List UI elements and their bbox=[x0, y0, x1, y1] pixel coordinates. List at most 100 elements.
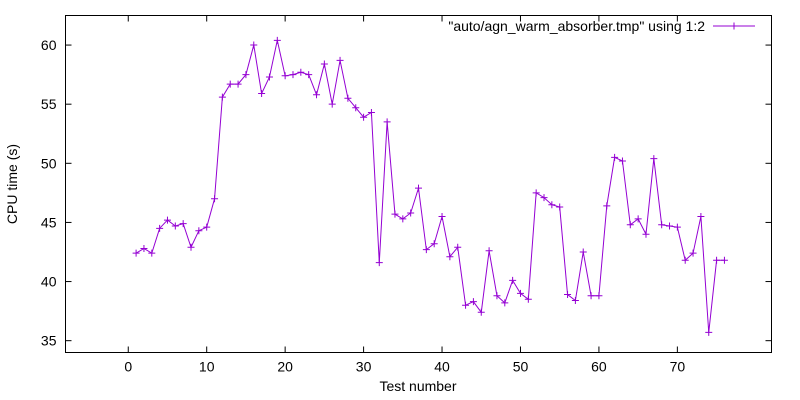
data-point-marker bbox=[673, 223, 681, 231]
data-point-marker bbox=[195, 227, 203, 235]
data-point-marker bbox=[399, 215, 407, 223]
data-point-marker bbox=[587, 292, 595, 300]
data-point-marker bbox=[156, 224, 164, 232]
data-point-marker bbox=[556, 203, 564, 211]
x-tick-label: 30 bbox=[356, 359, 372, 375]
data-point-marker bbox=[407, 209, 415, 217]
data-point-marker bbox=[446, 253, 454, 261]
data-point-marker bbox=[171, 222, 179, 230]
x-tick-label: 40 bbox=[434, 359, 450, 375]
data-point-marker bbox=[626, 221, 634, 229]
data-point-marker bbox=[603, 202, 611, 210]
data-point-marker bbox=[454, 243, 462, 251]
data-point-marker bbox=[258, 90, 266, 98]
y-tick-label: 45 bbox=[41, 214, 57, 230]
data-point-marker bbox=[273, 36, 281, 44]
data-point-marker bbox=[611, 153, 619, 161]
data-point-marker bbox=[211, 195, 219, 203]
data-point-marker bbox=[422, 246, 430, 254]
data-point-marker bbox=[618, 157, 626, 165]
y-tick-label: 50 bbox=[41, 155, 57, 171]
data-point-marker bbox=[469, 298, 477, 306]
data-point-marker bbox=[140, 244, 148, 252]
data-point-marker bbox=[328, 100, 336, 108]
data-point-marker bbox=[250, 41, 258, 49]
x-tick-label: 50 bbox=[513, 359, 529, 375]
data-point-marker bbox=[720, 256, 728, 264]
data-point-marker bbox=[540, 194, 548, 202]
y-tick-label: 55 bbox=[41, 96, 57, 112]
data-point-marker bbox=[493, 292, 501, 300]
data-point-marker bbox=[697, 213, 705, 221]
data-point-marker bbox=[666, 222, 674, 230]
data-point-marker bbox=[265, 73, 273, 81]
data-point-marker bbox=[564, 291, 572, 299]
data-point-marker bbox=[532, 189, 540, 197]
data-point-marker bbox=[713, 256, 721, 264]
legend: "auto/agn_warm_absorber.tmp" using 1:2 bbox=[448, 18, 755, 34]
data-point-marker bbox=[320, 60, 328, 68]
data-point-marker bbox=[485, 247, 493, 255]
data-point-marker bbox=[391, 210, 399, 218]
data-point-marker bbox=[360, 113, 368, 121]
data-point-marker bbox=[148, 249, 156, 257]
data-point-marker bbox=[430, 240, 438, 248]
data-point-marker bbox=[305, 71, 313, 79]
x-tick-label: 70 bbox=[670, 359, 686, 375]
data-point-marker bbox=[689, 249, 697, 257]
x-axis-ticks: 0 10 20 30 40 50 60 70 bbox=[124, 15, 686, 375]
legend-marker-sample bbox=[730, 22, 738, 30]
x-tick-label: 0 bbox=[124, 359, 132, 375]
data-point-marker bbox=[634, 215, 642, 223]
data-point-marker bbox=[462, 301, 470, 309]
data-point-marker bbox=[501, 299, 509, 307]
x-tick-label: 20 bbox=[277, 359, 293, 375]
x-tick-label: 60 bbox=[591, 359, 607, 375]
data-point-marker bbox=[344, 94, 352, 102]
data-point-marker bbox=[352, 104, 360, 112]
data-point-marker bbox=[281, 72, 289, 80]
series-layer bbox=[132, 36, 728, 336]
data-point-marker bbox=[579, 248, 587, 256]
data-point-marker bbox=[375, 259, 383, 267]
y-axis-ticks: 35 40 45 50 55 60 bbox=[41, 37, 772, 349]
y-tick-label: 40 bbox=[41, 274, 57, 290]
data-point-marker bbox=[548, 201, 556, 209]
data-point-marker bbox=[571, 296, 579, 304]
data-point-marker bbox=[595, 292, 603, 300]
data-point-marker bbox=[681, 256, 689, 264]
y-tick-label: 35 bbox=[41, 333, 57, 349]
plot-border bbox=[65, 15, 772, 353]
data-point-marker bbox=[524, 295, 532, 303]
y-tick-label: 60 bbox=[41, 37, 57, 53]
data-point-marker bbox=[336, 56, 344, 64]
data-point-marker bbox=[297, 68, 305, 76]
data-point-marker bbox=[367, 108, 375, 116]
data-point-marker bbox=[218, 93, 226, 101]
data-point-marker bbox=[203, 223, 211, 231]
data-point-marker bbox=[705, 328, 713, 336]
data-point-marker bbox=[658, 221, 666, 229]
data-point-marker bbox=[642, 230, 650, 238]
data-point-marker bbox=[516, 289, 524, 297]
legend-label: "auto/agn_warm_absorber.tmp" using 1:2 bbox=[448, 18, 705, 34]
data-point-marker bbox=[187, 243, 195, 251]
data-point-marker bbox=[313, 91, 321, 99]
data-point-marker bbox=[163, 216, 171, 224]
data-point-marker bbox=[383, 118, 391, 126]
data-point-marker bbox=[226, 80, 234, 88]
data-point-marker bbox=[179, 220, 187, 228]
x-tick-label: 10 bbox=[199, 359, 215, 375]
y-axis-title: CPU time (s) bbox=[4, 144, 20, 224]
x-axis-title: Test number bbox=[379, 378, 456, 394]
data-point-marker bbox=[234, 80, 242, 88]
data-point-marker bbox=[415, 184, 422, 192]
data-point-marker bbox=[650, 155, 658, 163]
data-point-marker bbox=[242, 71, 250, 79]
data-point-marker bbox=[438, 213, 446, 221]
data-point-marker bbox=[477, 308, 485, 316]
series-line bbox=[135, 40, 725, 333]
data-point-marker bbox=[132, 249, 140, 257]
